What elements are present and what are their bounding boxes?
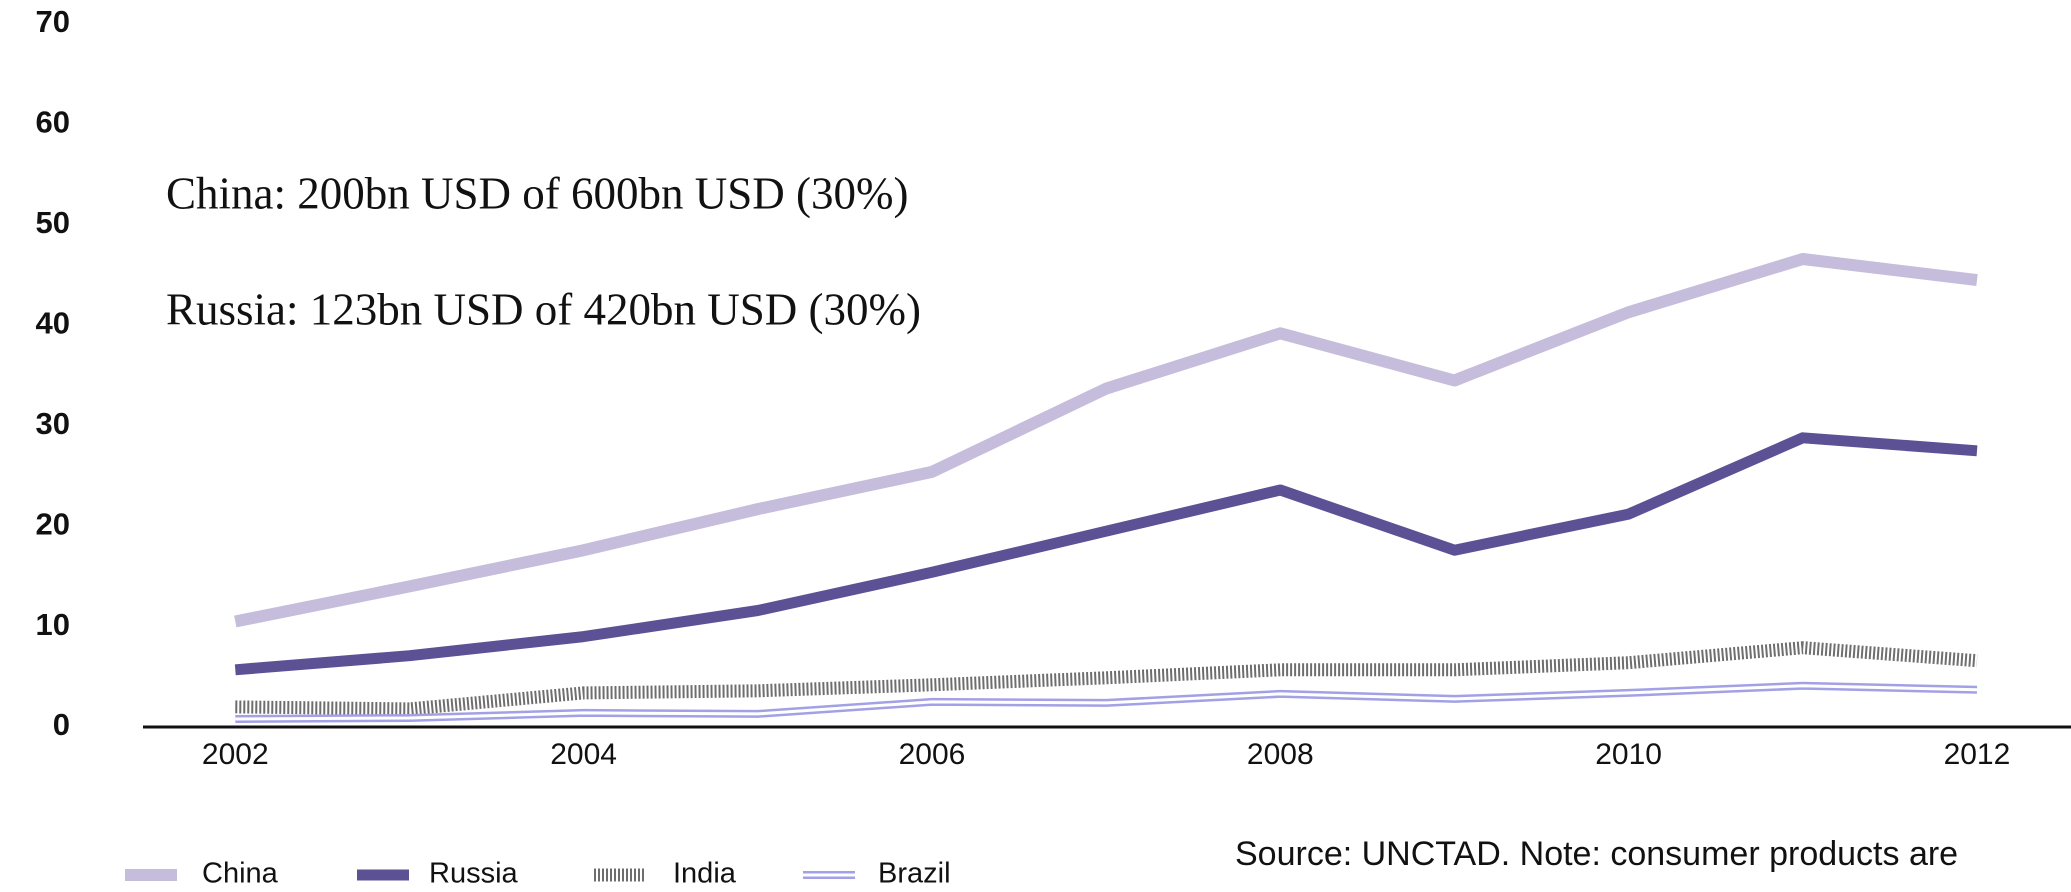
x-tick-label: 2008 <box>1247 738 1314 771</box>
x-tick-label: 2002 <box>202 738 269 771</box>
x-tick-label: 2012 <box>1944 738 2011 771</box>
y-tick-label: 10 <box>36 607 70 642</box>
series-line-inner <box>235 684 1978 721</box>
x-tick-label: 2006 <box>899 738 966 771</box>
series-line <box>234 432 1978 676</box>
series-line <box>234 253 1978 628</box>
annotation: China: 200bn USD of 600bn USD (30%) <box>166 168 908 218</box>
legend-label: Russia <box>429 858 519 890</box>
y-tick-label: 20 <box>36 506 70 541</box>
y-tick-label: 70 <box>36 4 70 39</box>
y-tick-label: 30 <box>36 406 70 441</box>
annotation: Russia: 123bn USD of 420bn USD (30%) <box>166 284 921 334</box>
y-tick-label: 0 <box>53 707 70 742</box>
y-tick-label: 60 <box>36 105 70 140</box>
x-tick-label: 2010 <box>1595 738 1662 771</box>
source-note: Source: UNCTAD. Note: consumer products … <box>1235 835 1958 873</box>
x-tick-label: 2004 <box>550 738 617 771</box>
y-tick-label: 40 <box>36 305 70 340</box>
legend-label: Brazil <box>878 858 951 890</box>
series-line <box>235 641 1978 716</box>
legend-label: China <box>202 858 279 890</box>
legend-label: India <box>673 858 737 890</box>
y-tick-label: 50 <box>36 205 70 240</box>
